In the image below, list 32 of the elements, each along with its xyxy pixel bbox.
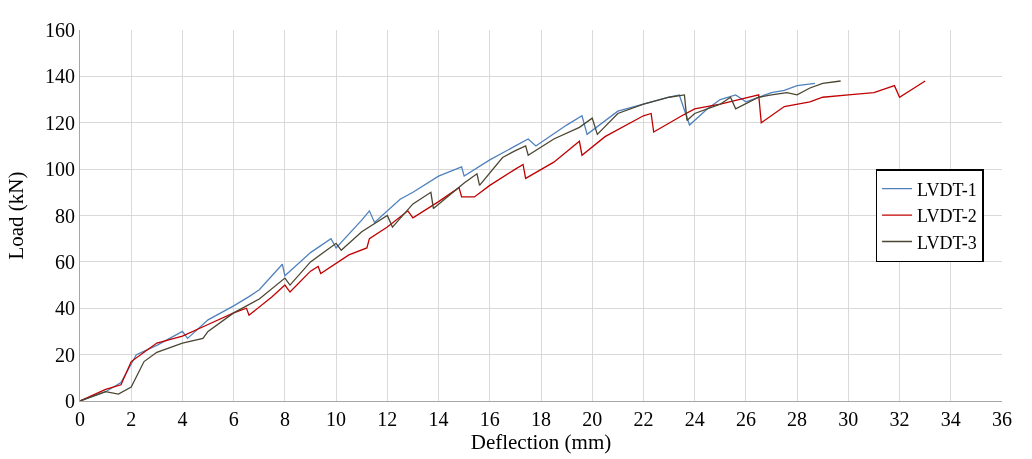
x-tick-label: 30 <box>838 408 859 430</box>
y-tick-label: 100 <box>45 158 75 181</box>
legend-label: LVDT-3 <box>917 232 977 253</box>
x-tick-label: 32 <box>889 408 910 430</box>
y-tick-label: 80 <box>55 204 75 227</box>
x-tick-label: 28 <box>787 408 808 430</box>
legend-label: LVDT-1 <box>917 179 977 200</box>
x-tick-label: 20 <box>582 408 603 430</box>
x-axis-title: Deflection (mm) <box>470 430 612 454</box>
x-tick-label: 22 <box>633 408 654 430</box>
x-tick-label: 24 <box>684 408 705 430</box>
y-axis-title: Load (kN) <box>4 171 29 260</box>
y-tick-label: 120 <box>45 111 75 134</box>
x-tick-label: 34 <box>940 408 961 430</box>
x-tick-label: 26 <box>735 408 756 430</box>
y-tick-label: 140 <box>45 65 75 88</box>
y-tick-label: 40 <box>55 297 75 320</box>
x-tick-label: 14 <box>428 408 449 430</box>
x-tick-label: 8 <box>279 408 290 430</box>
x-tick-label: 4 <box>177 408 188 430</box>
y-tick-label: 20 <box>55 343 75 366</box>
x-tick-label: 16 <box>479 408 500 430</box>
x-tick-label: 2 <box>126 408 137 430</box>
x-tick-label: 6 <box>228 408 239 430</box>
y-tick-label: 0 <box>65 390 75 412</box>
x-tick-label: 10 <box>326 408 347 430</box>
legend-label: LVDT-2 <box>917 206 977 227</box>
y-tick-label: 60 <box>55 250 75 273</box>
y-tick-label: 160 <box>45 19 75 41</box>
x-tick-label: 12 <box>377 408 398 430</box>
x-tick-label: 18 <box>531 408 551 430</box>
x-tick-label: 36 <box>992 408 1012 430</box>
